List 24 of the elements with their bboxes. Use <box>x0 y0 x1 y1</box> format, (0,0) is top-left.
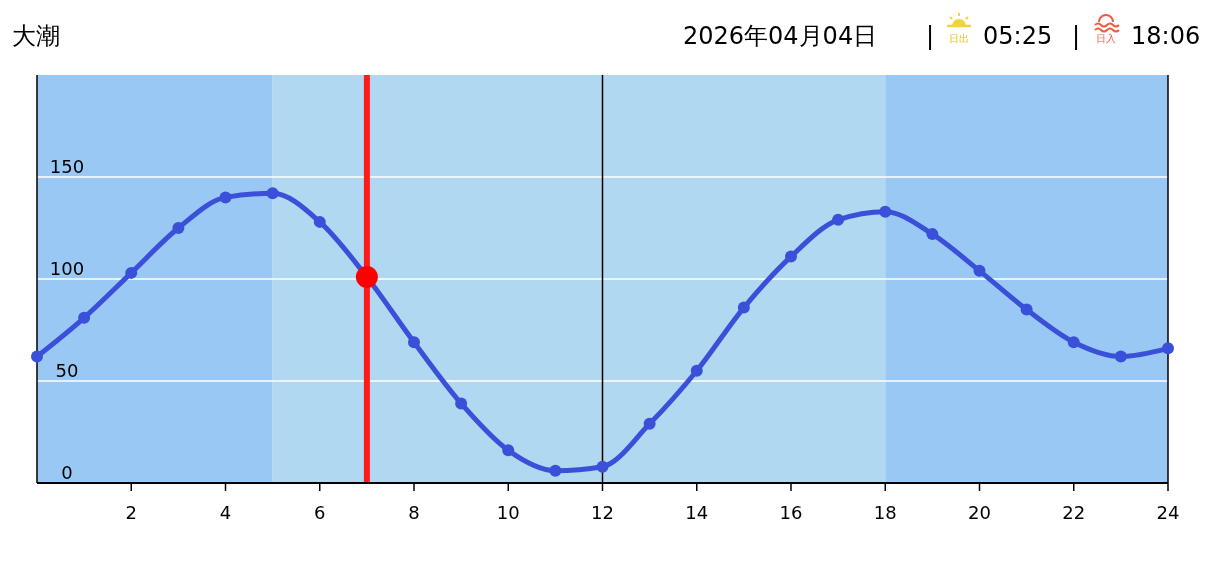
x-tick-label: 18 <box>873 502 897 523</box>
x-tick-label: 22 <box>1062 502 1086 523</box>
y-tick-label: 100 <box>49 258 85 279</box>
x-tick-label: 2 <box>125 502 137 523</box>
text: 18:06 <box>1131 22 1201 50</box>
x-tick-label: 20 <box>968 502 991 523</box>
x-tick-label: 6 <box>314 502 326 523</box>
text: 2026年04月04日 <box>683 22 878 50</box>
text: | <box>1072 22 1081 50</box>
x-tick-label: 10 <box>496 502 520 523</box>
x-tick-label: 24 <box>1156 502 1180 523</box>
text: 日出 <box>949 33 969 44</box>
x-tick-label: 16 <box>779 502 803 523</box>
y-tick-label: 0 <box>61 462 73 483</box>
x-tick-label: 4 <box>219 502 232 523</box>
y-tick-label: 50 <box>55 360 79 381</box>
chart-title: 大潮 <box>12 22 60 50</box>
x-tick-label: 14 <box>685 502 709 523</box>
y-tick-label: 150 <box>49 156 85 177</box>
x-tick-label: 8 <box>408 502 420 523</box>
text: | <box>926 22 935 50</box>
x-tick-label: 12 <box>591 502 614 523</box>
text: 日入 <box>1096 33 1116 44</box>
text: 05:25 <box>983 22 1053 50</box>
